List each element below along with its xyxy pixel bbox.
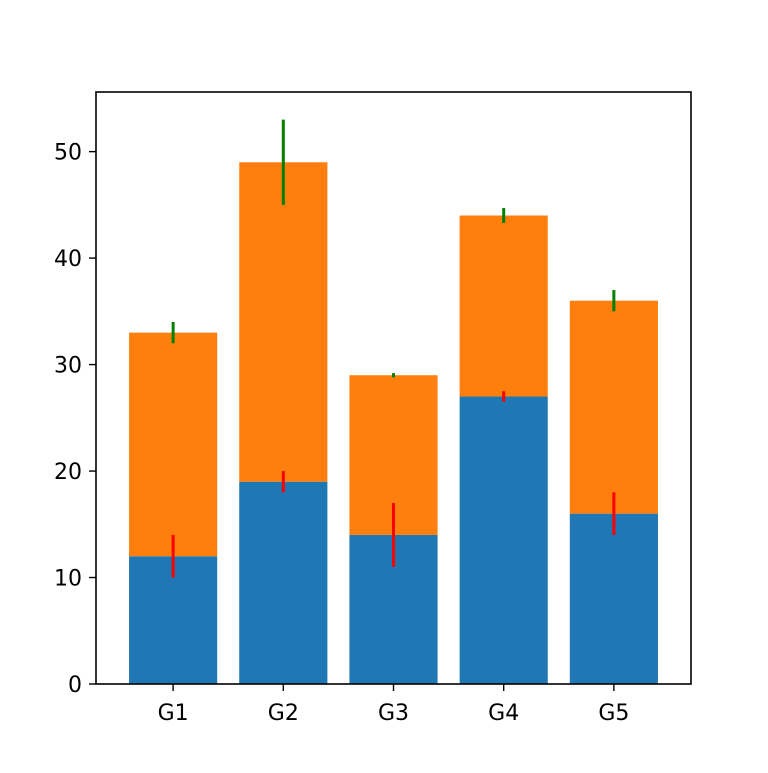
bar-series1-g5: [569, 513, 658, 684]
bars-layer: [129, 162, 658, 684]
x-axis: G1 G2 G3 G4 G5: [158, 684, 629, 726]
y-axis: 0 10 20 30 40 50: [54, 141, 96, 698]
y-tick-label: 50: [54, 141, 82, 166]
bar-series1-g2: [239, 481, 328, 684]
bar-series2-g1: [129, 332, 218, 557]
x-tick-label-g3: G3: [378, 701, 409, 726]
y-tick-label: 20: [54, 460, 82, 485]
bar-series1-g4: [459, 396, 548, 684]
bar-series2-g2: [239, 162, 328, 482]
y-tick-label: 0: [68, 673, 82, 698]
bar-series2-g4: [459, 215, 548, 397]
x-tick-label-g1: G1: [158, 701, 189, 726]
x-tick-label-g2: G2: [268, 701, 299, 726]
y-tick-label: 40: [54, 247, 82, 272]
error-bars-layer: [171, 119, 616, 578]
y-tick-label: 10: [54, 567, 82, 592]
x-tick-label-g5: G5: [598, 701, 629, 726]
bar-series2-g5: [569, 300, 658, 514]
x-tick-label-g4: G4: [488, 701, 519, 726]
y-tick-label: 30: [54, 354, 82, 379]
